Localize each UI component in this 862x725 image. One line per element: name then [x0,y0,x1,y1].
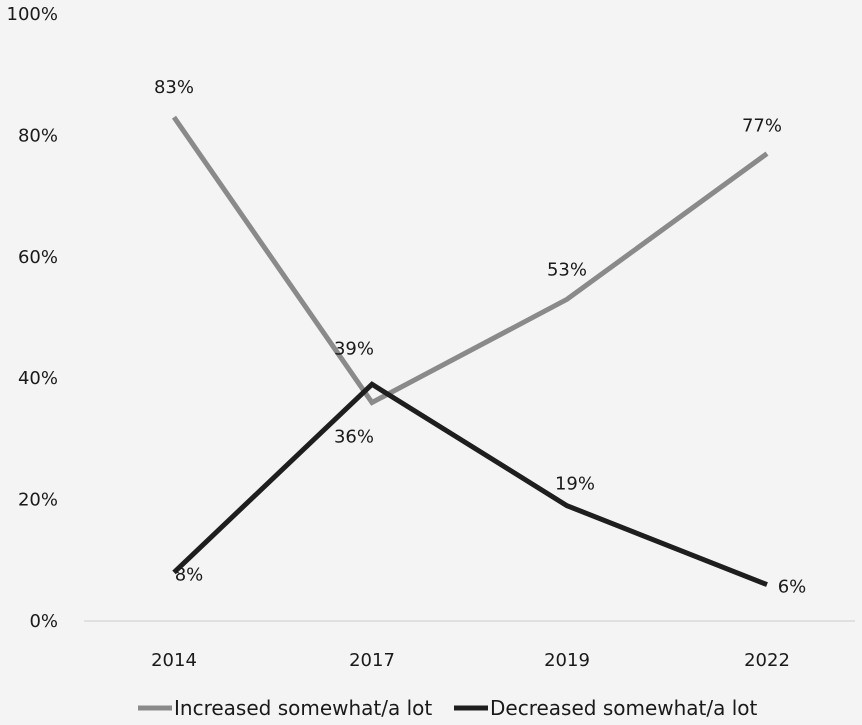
y-tick-label: 0% [29,611,58,632]
data-label-increased: 83% [154,77,194,98]
x-tick-label: 2019 [544,650,590,671]
legend-label-decreased: Decreased somewhat/a lot [490,696,758,720]
data-label-increased: 36% [334,426,374,447]
series-line-decreased [172,381,768,587]
legend: Increased somewhat/a lot Decreased somewh… [138,696,758,720]
data-label-increased: 77% [742,116,782,137]
y-tick-label: 80% [18,125,58,146]
data-label-decreased: 19% [555,474,595,495]
y-tick-label: 100% [7,4,58,25]
legend-label-increased: Increased somewhat/a lot [174,696,432,720]
y-tick-label: 40% [18,368,58,389]
series-lines [171,115,769,587]
y-tick-label: 20% [18,490,58,511]
data-label-decreased: 6% [778,577,807,598]
series-line-increased [171,115,769,406]
x-tick-label: 2014 [151,650,197,671]
y-axis-tick-labels: 0% 20% 40% 60% 80% 100% [7,4,58,632]
data-labels: 83% 36% 53% 77% 8% 39% 19% 6% [154,77,806,597]
y-tick-label: 60% [18,247,58,268]
x-axis-tick-labels: 2014 2017 2019 2022 [151,650,790,671]
data-label-increased: 53% [547,259,587,280]
data-label-decreased: 39% [334,338,374,359]
data-label-decreased: 8% [175,564,204,585]
x-tick-label: 2022 [744,650,790,671]
x-tick-label: 2017 [349,650,395,671]
